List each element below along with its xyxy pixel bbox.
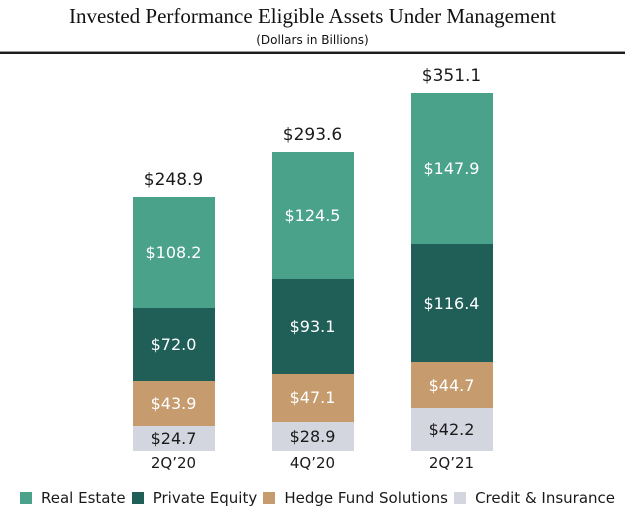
legend-swatch-icon (263, 492, 276, 504)
bar-total-label: $293.6 (282, 124, 343, 145)
bar-stack: $108.2 $72.0 $43.9 $24.7 (132, 197, 215, 451)
divider-dark-line (0, 52, 625, 54)
bar-total-label: $351.1 (421, 65, 482, 86)
bar-segment-real-estate: $124.5 (271, 151, 354, 279)
header-divider (0, 51, 625, 54)
legend-swatch-icon (131, 492, 144, 504)
bar-segment-value: $24.7 (150, 428, 197, 448)
bar-segment-value: $108.2 (145, 242, 202, 262)
legend-swatch-icon (20, 492, 32, 504)
chart-title: Invested Performance Eligible Assets Und… (69, 4, 556, 28)
bar-segment-value: $93.1 (289, 316, 336, 336)
bar-segment-real-estate: $108.2 (132, 197, 215, 308)
bar-segment-value: $47.1 (289, 388, 336, 408)
category-label-2q-21: 2Q’21 (428, 454, 475, 472)
stacked-bar-chart: $248.9 $108.2 $72.0 $43.9 $24.7 $293.6 $124.5 $… (0, 54, 625, 451)
bar-segment-credit-insurance: $42.2 (410, 407, 493, 451)
legend-label: Credit & Insurance (475, 489, 615, 507)
bar-segment-value: $44.7 (428, 375, 475, 395)
legend-label: Real Estate (41, 489, 126, 507)
bar-segment-value: $72.0 (150, 334, 197, 354)
bar-column-2q-21: $351.1 $147.9 $116.4 $44.7 $42.2 (410, 65, 493, 451)
bar-column-4q-20: $293.6 $124.5 $93.1 $47.1 $28.9 (271, 124, 354, 451)
bar-segment-private-equity: $72.0 (132, 307, 215, 382)
bar-segment-value: $28.9 (289, 426, 336, 446)
legend-item-real-estate: Real Estate (20, 489, 126, 507)
bar-column-2q-20: $248.9 $108.2 $72.0 $43.9 $24.7 (132, 170, 215, 451)
bar-segment-credit-insurance: $28.9 (271, 421, 354, 451)
legend-label: Hedge Fund Solutions (284, 489, 448, 507)
bar-segment-hedge-fund-solutions: $44.7 (410, 362, 493, 408)
bar-segment-credit-insurance: $24.7 (132, 425, 215, 451)
bar-segment-private-equity: $116.4 (410, 243, 493, 363)
bar-segment-hedge-fund-solutions: $47.1 (271, 373, 354, 422)
bar-segment-value: $116.4 (423, 293, 480, 313)
bar-segment-value: $124.5 (284, 205, 341, 225)
bar-segment-value: $147.9 (423, 158, 480, 178)
bar-segment-value: $42.2 (428, 419, 475, 439)
chart-subtitle: (Dollars in Billions) (256, 33, 369, 47)
legend-swatch-icon (454, 492, 467, 504)
legend-label: Private Equity (152, 489, 258, 507)
bar-stack: $147.9 $116.4 $44.7 $42.2 (410, 92, 493, 451)
category-label-2q-20: 2Q’20 (150, 454, 197, 472)
bar-stack: $124.5 $93.1 $47.1 $28.9 (271, 151, 354, 451)
divider-light-line (0, 51, 625, 52)
legend-item-credit-insurance: Credit & Insurance (454, 489, 615, 507)
bar-segment-value: $43.9 (150, 393, 197, 413)
category-label-4q-20: 4Q’20 (289, 454, 336, 472)
legend-item-hedge-fund-solutions: Hedge Fund Solutions (263, 489, 448, 507)
bar-segment-real-estate: $147.9 (410, 92, 493, 244)
bar-segment-private-equity: $93.1 (271, 278, 354, 374)
bar-total-label: $248.9 (143, 170, 204, 191)
category-axis: 2Q’20 4Q’20 2Q’21 (0, 454, 625, 472)
legend-item-private-equity: Private Equity (131, 489, 258, 507)
bar-segment-hedge-fund-solutions: $43.9 (132, 381, 215, 426)
chart-legend: Real Estate Private Equity Hedge Fund Solu… (0, 489, 625, 507)
